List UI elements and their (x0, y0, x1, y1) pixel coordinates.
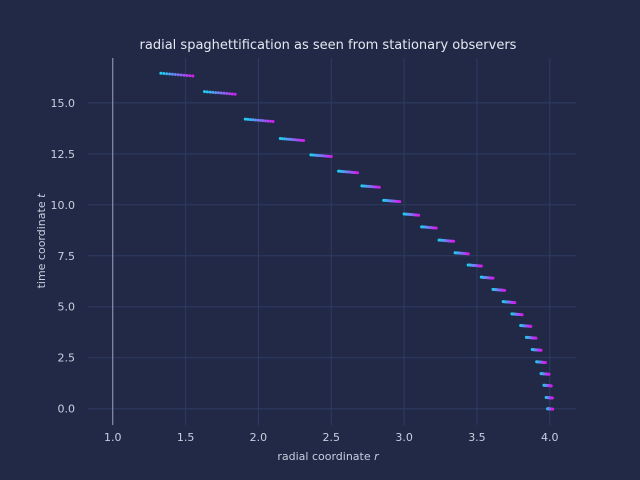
data-point (466, 252, 470, 256)
data-point (225, 92, 229, 96)
y-tick-label: 12.5 (51, 148, 76, 161)
data-point (547, 372, 551, 376)
x-tick-label: 2.5 (323, 431, 341, 444)
data-points (159, 71, 555, 411)
data-point (256, 118, 260, 122)
data-point (253, 118, 257, 122)
data-point (491, 276, 495, 280)
data-point (168, 72, 172, 76)
x-axis-ticks: 1.0 1.5 2.0 2.5 3.0 3.5 4.0 (104, 431, 559, 444)
y-tick-label: 0.0 (58, 403, 76, 416)
data-point (434, 226, 438, 230)
data-point (162, 72, 166, 76)
data-point (534, 336, 538, 340)
data-point (549, 384, 553, 388)
data-point (203, 90, 207, 94)
data-point (243, 117, 247, 121)
data-point (251, 118, 255, 122)
data-point (176, 73, 180, 77)
data-point (233, 92, 237, 96)
data-point (159, 71, 163, 75)
data-point (222, 91, 226, 95)
data-point (182, 73, 186, 77)
y-axis-ticks: 0.0 2.5 5.0 7.5 10.0 12.5 15.0 (51, 97, 76, 416)
data-point (219, 91, 223, 95)
data-point (248, 118, 252, 122)
data-point (513, 301, 517, 305)
x-tick-label: 2.0 (250, 431, 268, 444)
data-point (520, 313, 524, 317)
y-tick-label: 5.0 (58, 301, 76, 314)
data-point (258, 118, 262, 122)
data-point (261, 119, 265, 123)
data-point (211, 90, 215, 94)
data-point (208, 90, 212, 94)
data-point (214, 91, 218, 95)
data-point (551, 407, 555, 411)
x-axis-label: radial coordinate r (277, 450, 380, 463)
data-point (398, 200, 402, 204)
data-point (170, 72, 174, 76)
data-point (529, 324, 533, 328)
data-point (503, 288, 507, 292)
data-point (173, 73, 177, 77)
data-point (417, 213, 421, 217)
data-point (216, 91, 220, 95)
data-point (550, 396, 554, 400)
y-axis-label: time coordinate t (35, 193, 48, 289)
data-point (355, 171, 359, 175)
x-tick-label: 1.5 (177, 431, 195, 444)
data-point (452, 239, 456, 243)
data-point (185, 73, 189, 77)
data-point (228, 92, 232, 96)
y-tick-label: 2.5 (58, 352, 76, 365)
data-point (246, 117, 250, 121)
data-point (179, 73, 183, 77)
data-point (271, 119, 275, 123)
x-tick-label: 3.0 (395, 431, 413, 444)
data-point (268, 119, 272, 123)
data-point (188, 74, 192, 78)
grid (88, 58, 576, 425)
y-tick-label: 10.0 (51, 199, 76, 212)
data-point (479, 264, 483, 268)
data-point (266, 119, 270, 123)
x-tick-label: 3.5 (468, 431, 486, 444)
y-tick-label: 15.0 (51, 97, 76, 110)
y-tick-label: 7.5 (58, 250, 76, 263)
data-point (543, 361, 547, 365)
data-point (302, 138, 306, 142)
data-point (165, 72, 169, 76)
x-tick-label: 4.0 (541, 431, 559, 444)
x-tick-label: 1.0 (104, 431, 122, 444)
data-point (539, 348, 543, 352)
plot-area (88, 58, 576, 425)
data-point (205, 90, 209, 94)
data-point (377, 185, 381, 189)
data-point (230, 92, 234, 96)
data-point (191, 74, 195, 78)
data-point (263, 119, 267, 123)
chart-title: radial spaghettification as seen from st… (140, 38, 517, 53)
data-point (329, 155, 333, 159)
